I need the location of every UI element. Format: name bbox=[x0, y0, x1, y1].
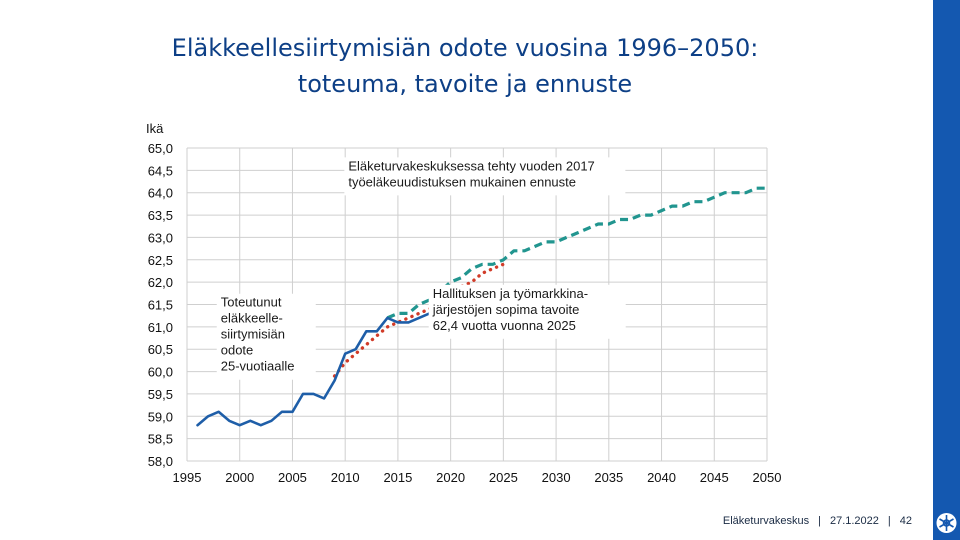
actual-annotation-line: Toteutunut bbox=[221, 295, 282, 310]
x-tick-label: 2005 bbox=[278, 470, 307, 485]
y-axis-label: Ikä bbox=[146, 121, 164, 136]
x-tick-label: 2030 bbox=[542, 470, 571, 485]
target-annotation: Hallituksen ja työmarkkina-järjestöjen s… bbox=[428, 284, 626, 339]
actual-annotation-line: siirtymisiän bbox=[221, 327, 285, 342]
y-tick-label: 59,5 bbox=[148, 387, 173, 402]
y-tick-label: 60,5 bbox=[148, 342, 173, 357]
page-title: Eläkkeellesiirtymisiän odote vuosina 199… bbox=[60, 30, 870, 102]
y-tick-label: 64,5 bbox=[148, 163, 173, 178]
y-tick-label: 58,5 bbox=[148, 432, 173, 447]
y-tick-label: 61,5 bbox=[148, 298, 173, 313]
x-tick-label: 2000 bbox=[225, 470, 254, 485]
brand-side-bar bbox=[933, 0, 960, 540]
y-tick-label: 58,0 bbox=[148, 454, 173, 469]
forecast-annotation-line: Eläketurvakeskuksessa tehty vuoden 2017 bbox=[348, 158, 594, 173]
x-tick-label: 2035 bbox=[594, 470, 623, 485]
actual-annotation-line: eläkkeelle- bbox=[221, 311, 283, 326]
line-chart: 58,0 58,5 59,0 59,5 60,0 60,5 61,0 61,5 62,0 62,5… bbox=[146, 121, 782, 485]
x-tick-label: 2040 bbox=[647, 470, 676, 485]
target-annotation-line: järjestöjen sopima tavoite bbox=[432, 302, 580, 317]
y-tick-label: 65,0 bbox=[148, 141, 173, 156]
x-tick-label: 2015 bbox=[383, 470, 412, 485]
x-tick-label: 2025 bbox=[489, 470, 518, 485]
forecast-annotation-line: työeläkeuudistuksen mukainen ennuste bbox=[348, 174, 576, 189]
target-annotation-line: Hallituksen ja työmarkkina- bbox=[433, 286, 588, 301]
series-line-dashed bbox=[386, 186, 767, 320]
y-tick-label: 63,0 bbox=[148, 230, 173, 245]
footer-date: 27.1.2022 bbox=[829, 515, 879, 527]
series-line-solid bbox=[196, 303, 442, 427]
actual-annotation: Toteutunuteläkkeelle-siirtymisiänodote25… bbox=[216, 293, 316, 380]
title-line-2: toteuma, tavoite ja ennuste bbox=[297, 70, 633, 98]
x-tick-label: 2050 bbox=[753, 470, 782, 485]
target-annotation-line: 62,4 vuotta vuonna 2025 bbox=[433, 318, 576, 333]
y-tick-label: 59,0 bbox=[148, 409, 173, 424]
y-tick-label: 63,5 bbox=[148, 208, 173, 223]
y-tick-label: 64,0 bbox=[148, 186, 173, 201]
y-tick-label: 61,0 bbox=[148, 320, 173, 335]
footer-page-number: 42 bbox=[899, 515, 912, 527]
logo-icon bbox=[936, 513, 957, 533]
actual-annotation-line: odote bbox=[221, 343, 254, 358]
title-line-1: Eläkkeellesiirtymisiän odote vuosina 199… bbox=[171, 34, 759, 62]
x-tick-label: 2045 bbox=[700, 470, 729, 485]
x-tick-label: 1995 bbox=[173, 470, 202, 485]
footer-org: Eläketurvakeskus bbox=[722, 515, 810, 527]
actual-annotation-line: 25-vuotiaalle bbox=[221, 359, 295, 374]
footer: Eläketurvakeskus | 27.1.2022 | 42 bbox=[722, 515, 912, 527]
y-tick-label: 62,5 bbox=[148, 253, 173, 268]
x-tick-label: 2020 bbox=[436, 470, 465, 485]
actual-annotation-background bbox=[216, 293, 316, 380]
x-tick-label: 2010 bbox=[331, 470, 360, 485]
y-tick-label: 62,0 bbox=[148, 275, 173, 290]
forecast-annotation: Eläketurvakeskuksessa tehty vuoden 2017t… bbox=[344, 157, 626, 196]
series-line-dotted bbox=[332, 262, 506, 378]
forecast-annotation-background bbox=[344, 157, 626, 196]
y-tick-label: 60,0 bbox=[148, 365, 173, 380]
target-annotation-background bbox=[428, 284, 626, 339]
